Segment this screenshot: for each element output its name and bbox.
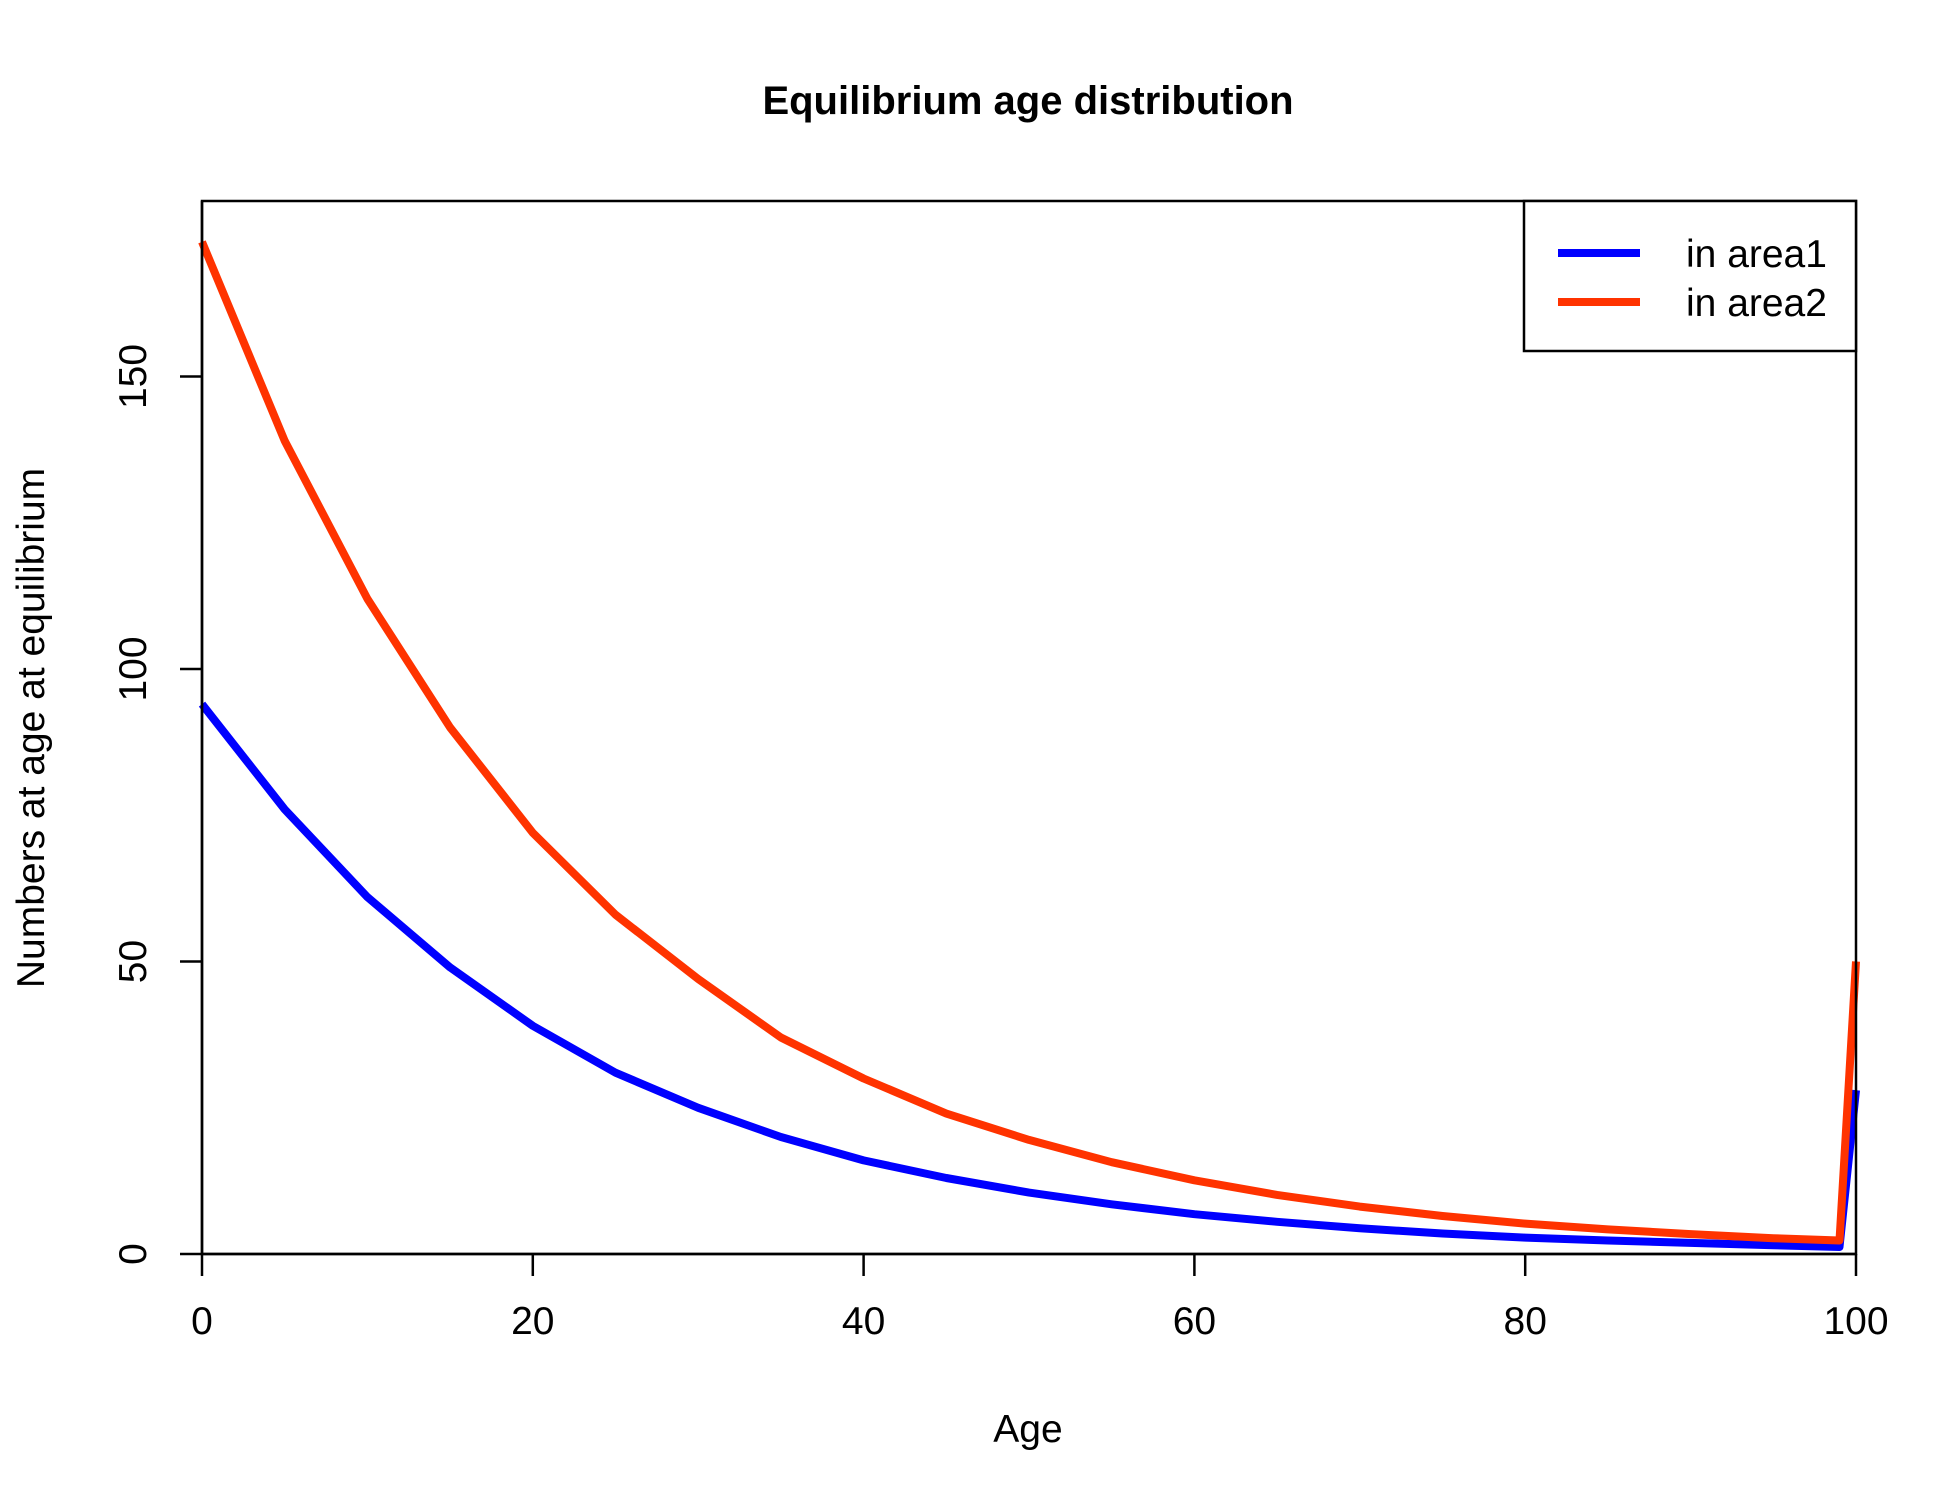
y-tick-label: 150 bbox=[112, 344, 155, 409]
legend: in area1 in area2 bbox=[1522, 199, 1858, 353]
x-tick-label: 60 bbox=[1173, 1300, 1216, 1343]
x-tick-label: 20 bbox=[511, 1300, 554, 1343]
y-tick-label: 50 bbox=[112, 940, 155, 983]
chart-title: Equilibrium age distribution bbox=[762, 79, 1293, 123]
legend-box bbox=[1522, 199, 1858, 353]
series-line-in-area2 bbox=[198, 240, 1860, 1245]
x-tick-label: 40 bbox=[842, 1300, 885, 1343]
y-tick-label: 100 bbox=[112, 636, 155, 701]
plot-lines bbox=[198, 240, 1860, 1251]
x-tick-label: 0 bbox=[191, 1300, 213, 1343]
x-axis: 0 20 40 60 80 100 bbox=[191, 1252, 1889, 1343]
x-axis-label: Age bbox=[993, 1408, 1062, 1451]
x-tick-label: 80 bbox=[1504, 1300, 1547, 1343]
y-tick-label: 0 bbox=[112, 1243, 155, 1265]
x-tick-label: 100 bbox=[1823, 1300, 1888, 1343]
legend-label-area1: in area1 bbox=[1686, 233, 1827, 276]
y-axis: 0 50 100 150 bbox=[112, 201, 204, 1265]
legend-label-area2: in area2 bbox=[1686, 282, 1827, 325]
series-line-in-area1 bbox=[198, 701, 1860, 1251]
y-axis-label: Numbers at age at equilibrium bbox=[10, 468, 53, 988]
